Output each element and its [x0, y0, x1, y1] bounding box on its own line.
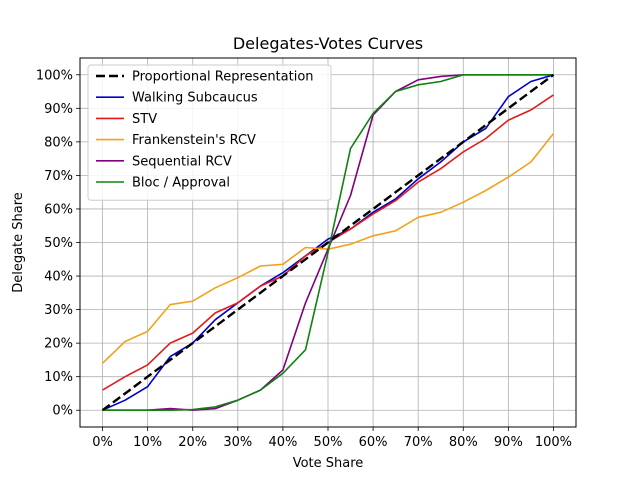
legend-label: Sequential RCV: [132, 154, 232, 169]
y-tick-label: 30%: [44, 303, 73, 318]
y-tick-label: 20%: [44, 337, 73, 352]
y-tick-label: 80%: [44, 135, 73, 150]
legend-label: Bloc / Approval: [132, 176, 230, 191]
x-tick-label: 80%: [449, 435, 478, 450]
x-tick-label: 10%: [133, 435, 162, 450]
series-line-0: [101, 73, 555, 412]
series-line-5: [102, 74, 554, 412]
series-lines: [101, 73, 555, 412]
y-tick-label: 40%: [44, 270, 73, 285]
x-axis-label: Vote Share: [293, 456, 364, 471]
x-axis: 0% 10% 20% 30% 40% 50% 60% 70% 80% 90% 100%: [92, 427, 572, 450]
x-tick-label: 0%: [92, 435, 113, 450]
x-tick-label: 60%: [359, 435, 388, 450]
x-tick-label: 20%: [178, 435, 207, 450]
y-tick-label: 100%: [36, 68, 73, 83]
y-tick-label: 0%: [52, 404, 73, 419]
y-tick-label: 50%: [44, 236, 73, 251]
y-axis-label: Delegate Share: [11, 192, 26, 293]
legend: Proportional Representation Walking Subca…: [87, 64, 332, 201]
legend-box: [87, 64, 332, 201]
y-axis: 0% 10% 20% 30% 40% 50% 60% 70% 80% 90% 100%: [36, 68, 80, 419]
x-tick-label: 30%: [223, 435, 252, 450]
legend-label: Frankenstein's RCV: [132, 133, 256, 148]
chart-title: Delegates-Votes Curves: [233, 34, 423, 53]
y-tick-label: 70%: [44, 169, 73, 184]
x-tick-label: 90%: [494, 435, 523, 450]
x-tick-label: 50%: [314, 435, 343, 450]
x-tick-label: 70%: [404, 435, 433, 450]
x-tick-label: 40%: [268, 435, 297, 450]
y-tick-label: 60%: [44, 202, 73, 217]
y-tick-label: 90%: [44, 102, 73, 117]
x-tick-label: 100%: [535, 435, 572, 450]
legend-label: Walking Subcaucus: [132, 91, 258, 106]
legend-label: STV: [132, 112, 157, 127]
legend-label: Proportional Representation: [132, 70, 314, 85]
series-line-1: [102, 74, 554, 411]
y-tick-label: 10%: [44, 370, 73, 385]
